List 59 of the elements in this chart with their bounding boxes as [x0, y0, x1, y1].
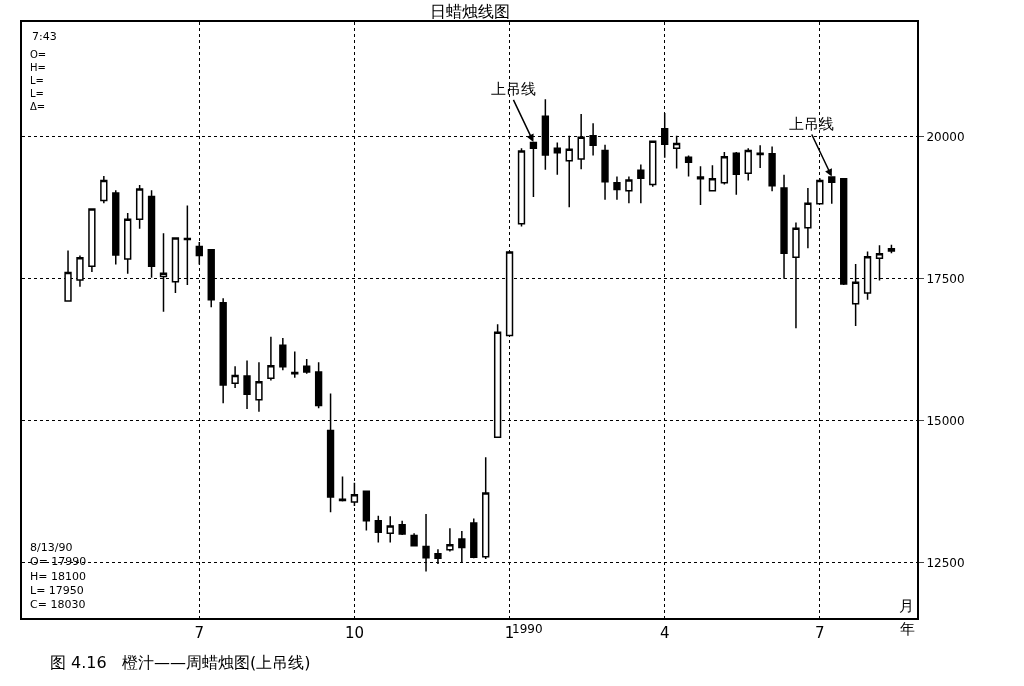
- y-tick-label: 17500: [926, 272, 965, 287]
- candlestick: [553, 141, 561, 176]
- annotation: 上吊线: [789, 115, 834, 133]
- candlestick: [291, 350, 299, 379]
- candlestick: [374, 514, 382, 544]
- candlestick: [637, 163, 645, 204]
- candlestick: [482, 456, 490, 560]
- annotation: 7:43: [32, 30, 57, 43]
- chart-title: 日蜡烛线图: [430, 1, 510, 21]
- candlestick: [386, 515, 394, 544]
- y-tick-label: 12500: [926, 556, 965, 571]
- x-tick-label: 7: [194, 624, 205, 642]
- candlestick: [112, 189, 120, 266]
- y-tick-label: 20000: [926, 129, 965, 144]
- candlestick: [732, 151, 740, 196]
- candlestick: [696, 165, 705, 206]
- y-tick-label: 15000: [926, 414, 965, 429]
- candlestick: [756, 144, 764, 169]
- candlestick: [744, 147, 752, 182]
- x-tick-label: 10: [344, 624, 364, 642]
- candlestick: [625, 175, 633, 204]
- candlestick: [219, 297, 227, 404]
- candlestick: [887, 243, 896, 254]
- candlestick: [303, 358, 311, 375]
- candlestick: [649, 140, 657, 188]
- candlestick: [314, 361, 323, 410]
- candlestick: [362, 489, 371, 532]
- text: 年: [900, 620, 915, 638]
- candlestick: [124, 212, 132, 275]
- candlestick: [338, 475, 347, 503]
- candlestick: [279, 337, 287, 372]
- candlestick: [720, 151, 729, 186]
- candlestick: [446, 527, 454, 553]
- candlestick: [601, 143, 609, 201]
- candlestick: [517, 147, 526, 228]
- candlestick: [267, 336, 275, 382]
- candlestick: [708, 164, 717, 193]
- candlestick: [816, 177, 824, 206]
- candlestick: [398, 520, 406, 536]
- candlestick: [255, 361, 263, 413]
- annotation: O= H= L= L= Δ=: [30, 49, 47, 112]
- caption: 图 4.16 橙汁——周蜡烛图(上吊线): [50, 653, 311, 672]
- candlestick: [684, 154, 693, 178]
- candlestick: [147, 189, 156, 279]
- candlestick: [88, 207, 96, 273]
- candlestick: [231, 365, 239, 389]
- candlestick: [768, 145, 776, 193]
- candlestick: [804, 187, 812, 249]
- text: 1990: [512, 622, 543, 636]
- annotation: 月: [899, 597, 914, 615]
- candlestick: [100, 175, 108, 204]
- candlestick: [243, 359, 251, 410]
- candlestick: [410, 532, 418, 548]
- candlestick: [470, 517, 478, 560]
- candlestick: [135, 184, 144, 230]
- x-tick-label: 7: [815, 624, 825, 642]
- candlestick: [350, 482, 359, 507]
- candlestick: [613, 175, 621, 201]
- x-tick-label: 4: [659, 624, 670, 642]
